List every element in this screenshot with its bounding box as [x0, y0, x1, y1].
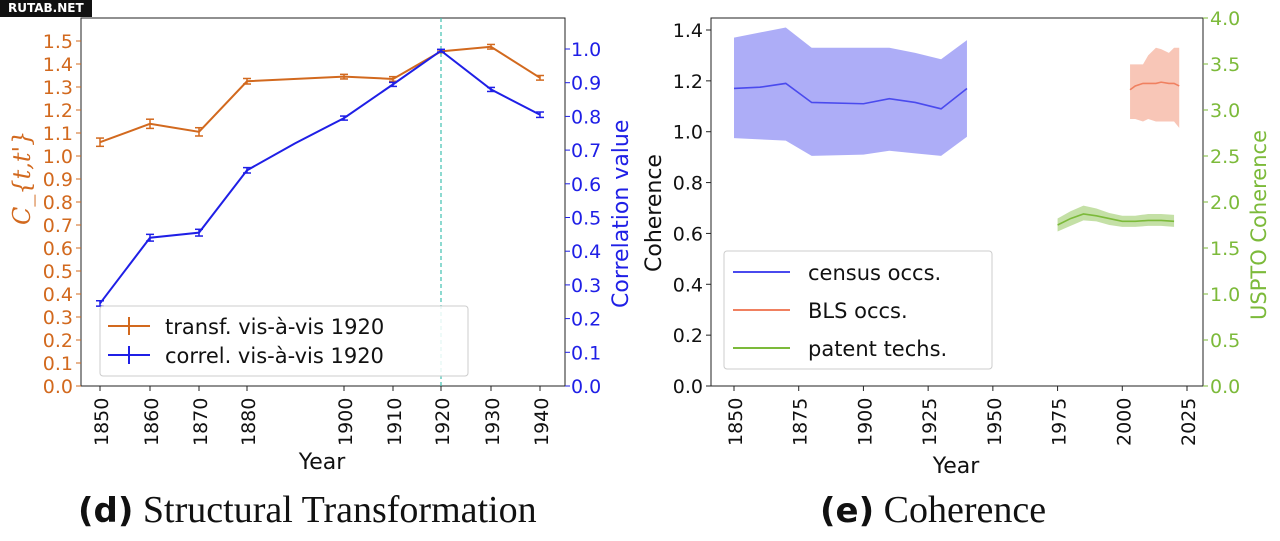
legend-e	[723, 250, 993, 370]
caption-d-label: (d)	[78, 491, 134, 531]
x-tick-label-e: 1925	[919, 398, 941, 446]
series-line-0-e	[733, 82, 968, 110]
y-left-tick-label-e: 0.4	[673, 274, 703, 296]
x-tick-label-d: 1930	[482, 398, 504, 446]
y-right-tick-label-d: 0.1	[571, 342, 601, 364]
series-line-1-d	[99, 49, 541, 305]
y-right-tick-label-d: 0.3	[571, 275, 601, 297]
legend-label-0-e: census occs.	[808, 261, 941, 285]
y-left-tick-label-e: 1.4	[673, 20, 703, 42]
watermark: RUTAB.NET	[0, 0, 92, 17]
y-left-tick-label-e: 0.2	[673, 325, 703, 347]
y-left-tick-label-d: 0.1	[43, 353, 73, 375]
y-left-tick-label-e: 1.2	[673, 71, 703, 93]
x-tick-label-e: 1850	[725, 398, 747, 446]
y-axis-title-d-right: Correlation value	[609, 120, 634, 308]
y-axis-title-e-left: Coherence	[642, 154, 667, 272]
series-line-2-e	[1057, 213, 1175, 226]
y-right-tick-label-d: 0.7	[571, 140, 601, 162]
y-right-tick-label-e: 3.5	[1210, 54, 1240, 76]
x-tick-label-e: 2025	[1178, 398, 1200, 446]
x-tick-label-d: 1850	[91, 398, 113, 446]
legend-label-0-d: transf. vis-à-vis 1920	[165, 315, 384, 339]
legend-label-2-e: patent techs.	[808, 337, 947, 361]
y-right-tick-label-e: 2.5	[1210, 146, 1240, 168]
y-right-tick-label-e: 1.5	[1210, 238, 1240, 260]
y-right-tick-label-e: 3.0	[1210, 100, 1240, 122]
y-left-tick-label-d: 0.4	[43, 284, 73, 306]
y-left-tick-label-d: 0.5	[43, 261, 73, 283]
x-axis-title-d: Year	[298, 450, 347, 475]
y-axis-title-d-left: C_{t,t'}	[8, 131, 36, 225]
y-left-tick-label-e: 0.8	[673, 173, 703, 195]
y-left-tick-label-d: 1.1	[43, 123, 73, 145]
caption-e-label: (e)	[820, 491, 875, 531]
series-band-1-e	[1130, 47, 1180, 128]
y-left-tick-label-d: 1.3	[43, 77, 73, 99]
caption-d-text: Structural Transformation	[142, 489, 537, 531]
y-axis-title-e-right: USPTO Coherence	[1247, 130, 1271, 320]
x-tick-label-e: 1950	[984, 398, 1006, 446]
x-tick-label-d: 1860	[141, 398, 163, 446]
y-right-tick-label-e: 2.0	[1210, 192, 1240, 214]
x-tick-label-d: 1900	[335, 398, 357, 446]
y-left-tick-label-d: 1.2	[43, 100, 73, 122]
x-tick-label-e: 1975	[1049, 398, 1071, 446]
y-right-tick-label-e: 0.5	[1210, 330, 1240, 352]
y-right-tick-label-d: 0.5	[571, 208, 601, 230]
series-line-0-d	[99, 45, 541, 144]
y-right-tick-label-d: 0.2	[571, 309, 601, 331]
y-right-tick-label-d: 0.8	[571, 106, 601, 128]
y-left-tick-label-d: 1.5	[43, 31, 73, 53]
y-left-tick-label-d: 1.4	[43, 54, 73, 76]
y-left-tick-label-d: 1.0	[43, 146, 73, 168]
x-tick-label-d: 1870	[190, 398, 212, 446]
x-tick-label-d: 1880	[238, 398, 260, 446]
y-left-tick-label-d: 0.6	[43, 238, 73, 260]
caption-e-text: Coherence	[883, 489, 1047, 531]
y-left-tick-label-d: 0.2	[43, 330, 73, 352]
x-tick-label-d: 1940	[531, 398, 553, 446]
y-right-tick-label-d: 0.9	[571, 73, 601, 95]
legend-d	[99, 305, 469, 377]
y-left-tick-label-d: 0.8	[43, 192, 73, 214]
legend-label-1-d: correl. vis-à-vis 1920	[165, 344, 384, 368]
x-tick-label-d: 1910	[384, 398, 406, 446]
y-left-tick-label-e: 0.0	[673, 376, 703, 398]
y-right-tick-label-e: 1.0	[1210, 284, 1240, 306]
y-left-tick-label-d: 0.7	[43, 215, 73, 237]
y-right-tick-label-d: 0.4	[571, 241, 601, 263]
x-tick-label-d: 1920	[432, 398, 454, 446]
x-tick-label-e: 2000	[1113, 398, 1135, 446]
y-right-tick-label-e: 4.0	[1210, 8, 1240, 30]
x-axis-title-e: Year	[932, 454, 981, 479]
y-right-tick-label-d: 0.0	[571, 376, 601, 398]
x-tick-label-e: 1900	[854, 398, 876, 446]
caption-d: (d) Structural Transformation	[78, 488, 537, 532]
caption-e: (e) Coherence	[820, 488, 1046, 532]
y-right-tick-label-e: 0.0	[1210, 376, 1240, 398]
y-left-tick-label-d: 0.3	[43, 307, 73, 329]
legend-label-1-e: BLS occs.	[808, 299, 908, 323]
series-line-1-e	[1129, 81, 1180, 91]
y-right-tick-label-d: 1.0	[571, 39, 601, 61]
series-band-0-e	[734, 27, 967, 156]
y-left-tick-label-d: 0.0	[43, 376, 73, 398]
x-tick-label-e: 1875	[790, 398, 812, 446]
y-left-tick-label-d: 0.9	[43, 169, 73, 191]
y-left-tick-label-e: 1.0	[673, 122, 703, 144]
y-left-tick-label-e: 0.6	[673, 223, 703, 245]
y-right-tick-label-d: 0.6	[571, 174, 601, 196]
series-band-2-e	[1057, 205, 1175, 232]
